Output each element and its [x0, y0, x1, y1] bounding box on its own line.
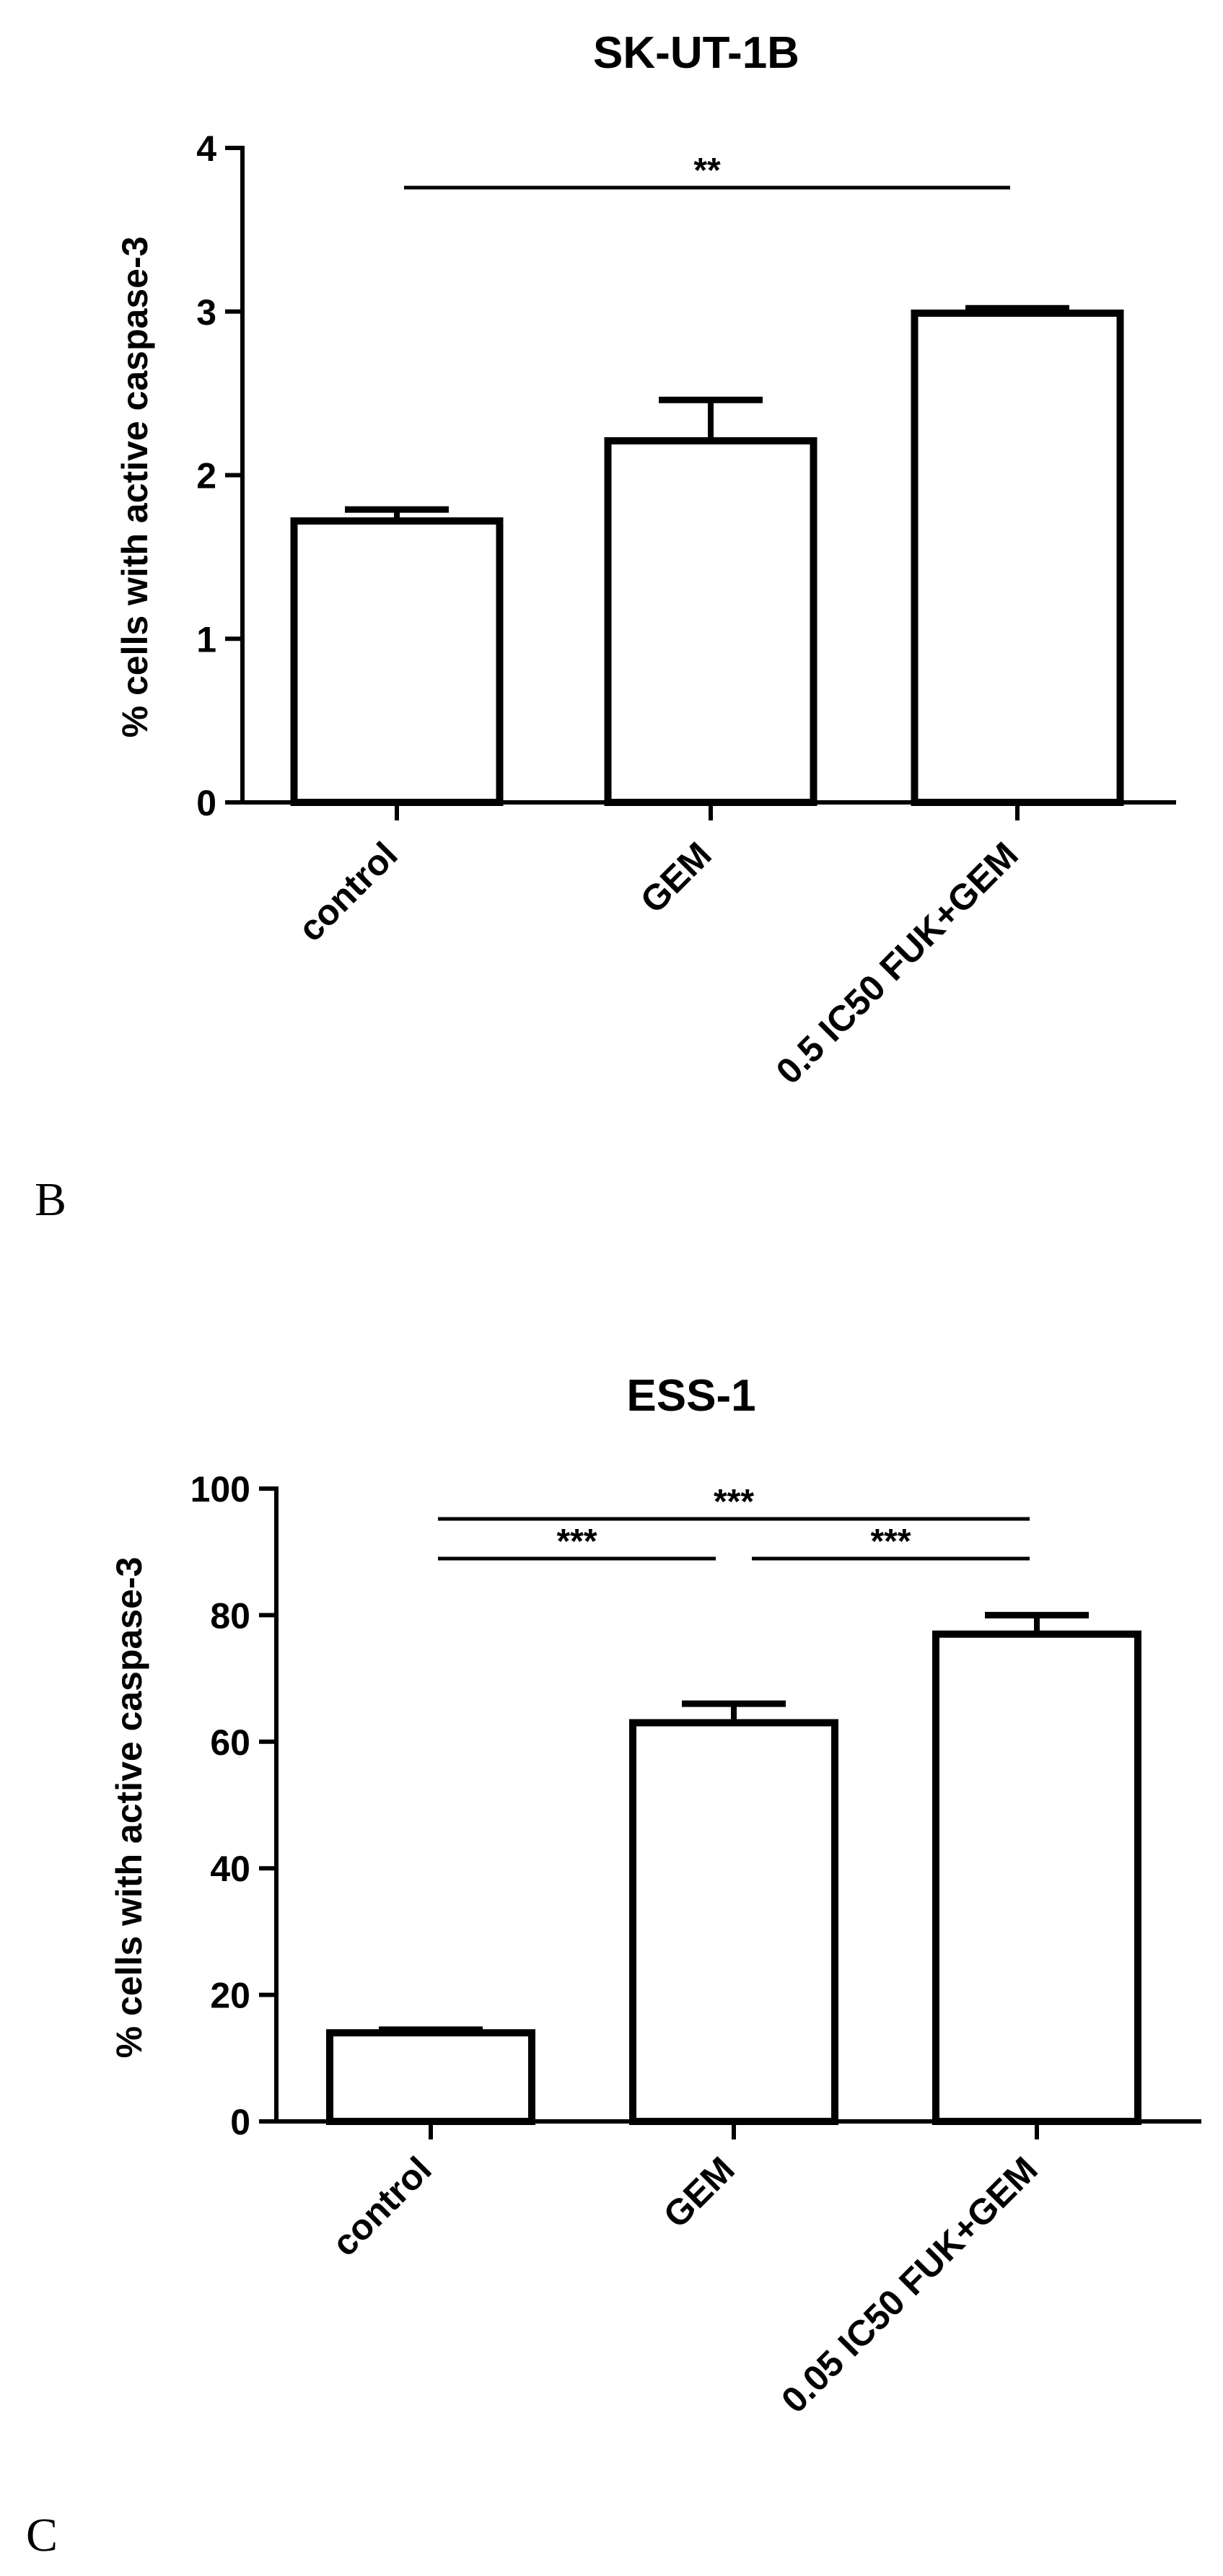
- y-tick-label: 0: [230, 2102, 250, 2142]
- significance-label: **: [693, 152, 721, 190]
- y-tick-label: 100: [190, 1469, 250, 1510]
- bar: [629, 1719, 838, 2125]
- y-axis-label: % cells with active caspase-3: [115, 237, 155, 738]
- category-label: GEM: [633, 834, 719, 921]
- bar: [911, 310, 1124, 806]
- category-label: 0.05 IC50 FUK+GEM: [773, 2149, 1046, 2421]
- y-tick-label: 4: [196, 128, 216, 169]
- category-label: control: [290, 834, 405, 949]
- significance-label: ***: [714, 1483, 754, 1521]
- y-tick-label: 0: [196, 783, 216, 823]
- category-label: control: [324, 2149, 439, 2264]
- panel-label: B: [35, 1173, 66, 1226]
- significance-label: ***: [556, 1523, 597, 1561]
- bar: [604, 437, 817, 806]
- bar: [290, 517, 504, 806]
- significance-label: ***: [870, 1523, 911, 1561]
- bar: [932, 1630, 1141, 2125]
- chart-title: SK-UT-1B: [593, 28, 799, 78]
- y-tick-label: 20: [210, 1976, 250, 2016]
- y-tick-label: 40: [210, 1849, 250, 1889]
- chart-sk-ut-1b: SK-UT-1B % cells with active caspase-3 B…: [35, 28, 1176, 1226]
- y-tick-label: 3: [196, 292, 216, 333]
- chart-ess-1: ESS-1 % cells with active caspase-3 C 0 2…: [26, 1371, 1201, 2562]
- y-tick-label: 2: [196, 456, 216, 496]
- y-tick-label: 80: [210, 1595, 250, 1636]
- category-label: 0.5 IC50 FUK+GEM: [768, 834, 1026, 1092]
- bar: [326, 2029, 535, 2125]
- category-label: GEM: [656, 2149, 742, 2235]
- y-axis-label: % cells with active caspase-3: [109, 1557, 149, 2059]
- y-tick-label: 1: [196, 619, 216, 660]
- panel-label: C: [26, 2509, 58, 2562]
- y-tick-label: 60: [210, 1722, 250, 1763]
- chart-title: ESS-1: [626, 1371, 755, 1421]
